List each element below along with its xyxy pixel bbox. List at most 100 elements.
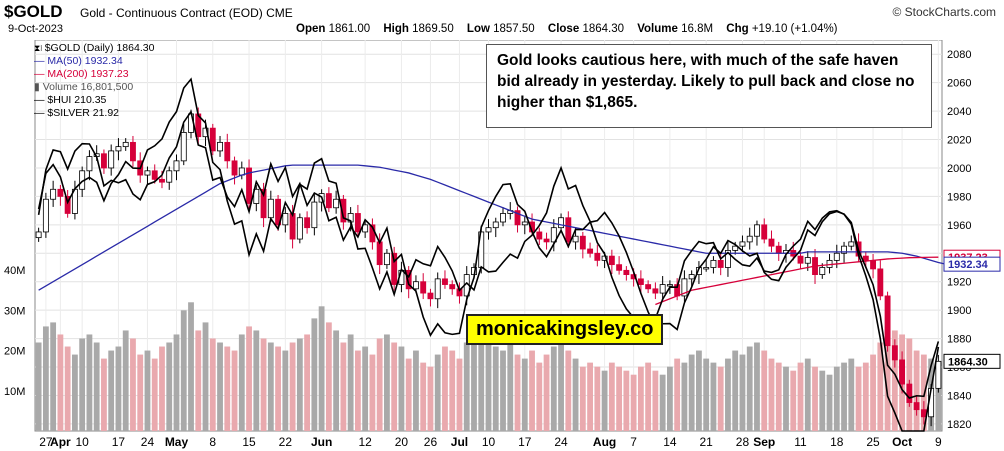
x-tick-label: 18 <box>830 435 844 449</box>
candle-body <box>485 227 492 233</box>
candle-body <box>819 267 826 275</box>
brand-logo[interactable]: © StockCharts.com <box>892 5 996 19</box>
candle-body <box>354 213 361 233</box>
candle-body <box>173 160 180 172</box>
x-tick-label: Jul <box>451 435 468 449</box>
volume-bar <box>108 350 115 431</box>
x-tick-label: 20 <box>395 435 409 449</box>
volume-bar <box>826 374 833 431</box>
chart-legend: ⧗⧘ $GOLD (Daily) 1864.30 — MA(50) 1932.3… <box>34 42 154 120</box>
candle-body <box>325 193 332 209</box>
chart-header: $GOLD Gold - Continuous Contract (EOD) C… <box>0 0 1004 40</box>
candle-body <box>427 292 434 300</box>
x-tick-label: 15 <box>242 435 256 449</box>
volume-bar <box>703 358 710 431</box>
candle-body <box>891 345 898 361</box>
volume-tick-label: 20M <box>4 346 25 358</box>
candle-body <box>217 141 223 152</box>
volume-bar <box>833 366 840 431</box>
volume-bar <box>442 346 448 431</box>
volume-bar <box>514 354 521 431</box>
candle-body <box>768 238 775 247</box>
y-tick-label: 2000 <box>947 163 971 175</box>
candle-body <box>550 227 557 243</box>
close-last-flag <box>943 353 1001 369</box>
low-value: 1857.50 <box>493 23 535 35</box>
volume-bar <box>217 342 223 431</box>
change-value: +19.10 (+1.04%) <box>751 23 838 35</box>
candle-body <box>86 156 93 172</box>
volume-bar <box>783 366 789 431</box>
candle-body <box>50 188 57 200</box>
close-value: 1864.30 <box>582 23 625 35</box>
candle-body <box>64 195 71 214</box>
volume-bar <box>340 342 347 431</box>
x-tick-label: 8 <box>209 435 216 449</box>
volume-bar <box>804 358 811 431</box>
volume-bar <box>819 370 826 431</box>
volume-bar <box>594 366 601 431</box>
candle-body <box>565 217 572 243</box>
candle-body <box>681 278 688 297</box>
candle-body <box>260 188 267 219</box>
ma200-line <box>655 256 939 306</box>
volume-bar <box>267 342 274 431</box>
candle-body <box>413 281 419 290</box>
volume-bar <box>188 302 194 431</box>
volume-bar <box>841 362 847 431</box>
candle-body <box>804 257 811 264</box>
candle-body <box>151 170 158 180</box>
candle-body <box>253 188 260 204</box>
volume-bar <box>630 374 637 431</box>
volume-bar <box>848 358 855 431</box>
volume-bar <box>333 330 340 431</box>
volume-bar <box>391 342 398 431</box>
volume-bar <box>579 366 586 431</box>
candle-body <box>543 238 550 243</box>
volume-tick-label: 40M <box>4 265 25 277</box>
y-tick-label: 1980 <box>947 191 971 203</box>
candle-body <box>340 198 347 223</box>
volume-bar <box>137 354 144 431</box>
volume-tick-label: 30M <box>4 305 25 317</box>
x-tick-label: 17 <box>518 435 532 449</box>
candle-body <box>754 224 760 237</box>
candle-body <box>231 160 238 176</box>
volume-bar <box>521 358 528 431</box>
volume-bar <box>463 342 470 431</box>
x-tick-label: Apr <box>50 435 71 449</box>
volume-bar <box>768 358 775 431</box>
volume-bar <box>304 334 311 431</box>
candle-body <box>311 201 318 229</box>
volume-bar <box>478 322 485 431</box>
x-tick-label: 26 <box>424 435 438 449</box>
volume-bar <box>507 342 514 431</box>
x-tick-label: 24 <box>554 435 568 449</box>
volume-bar <box>761 350 768 431</box>
volume-bar <box>935 362 942 431</box>
volume-bar <box>877 342 884 431</box>
candle-body <box>304 217 311 229</box>
candle-body <box>108 150 115 169</box>
volume-bar <box>354 350 361 431</box>
volume-bar <box>275 346 281 431</box>
volume-bar <box>870 354 876 431</box>
annotation-box: Gold looks cautious here, with much of t… <box>486 44 932 128</box>
volume-bar <box>173 334 180 431</box>
volume-bar <box>260 338 267 431</box>
x-tick-label: 21 <box>700 435 714 449</box>
candle-body <box>144 170 151 176</box>
candle-body <box>159 178 165 183</box>
volume-bar <box>180 310 187 431</box>
exchange: CME <box>266 6 293 20</box>
candle-body <box>652 288 659 294</box>
volume-bar <box>696 350 702 431</box>
volume-bar <box>659 374 666 431</box>
x-tick-label: 17 <box>112 435 126 449</box>
y-tick-label: 1920 <box>947 277 971 289</box>
ma50-last-flag-label: 1932.34 <box>948 259 989 271</box>
open-value: 1861.00 <box>328 23 371 35</box>
candle-body <box>703 267 710 270</box>
volume-bar <box>543 354 550 431</box>
candle-body <box>521 221 528 226</box>
